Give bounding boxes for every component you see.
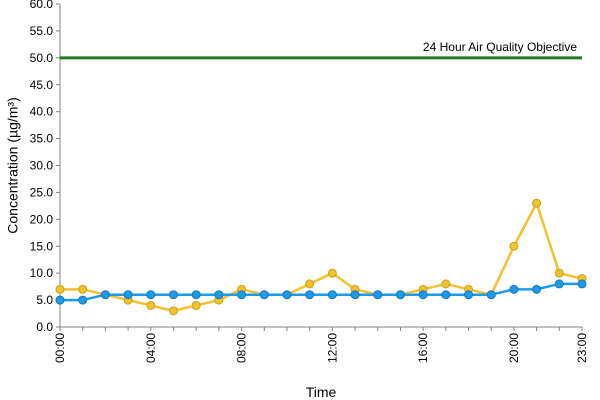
y-tick-label: 25.0	[30, 185, 54, 199]
y-tick-label: 10.0	[30, 266, 54, 280]
series-2-point	[554, 279, 564, 289]
y-tick-label: 50.0	[30, 51, 54, 65]
series-2-point	[305, 290, 315, 300]
y-tick-label: 45.0	[30, 78, 54, 92]
series-2-point	[486, 290, 496, 300]
series-2-point	[373, 290, 383, 300]
series-1-point	[78, 284, 88, 294]
x-axis-ticks: 00:00 04:00 08:00 12:00 16:00 20:00 23:00	[53, 327, 589, 363]
series-1-point	[168, 306, 178, 316]
x-tick-label: 00:00	[53, 333, 67, 363]
series-1-point	[146, 300, 156, 310]
series-2-point	[327, 290, 337, 300]
series-2-point	[350, 290, 360, 300]
series-2-point	[418, 290, 428, 300]
series-1-point	[441, 279, 451, 289]
series-2-point	[55, 295, 65, 305]
series-1-point	[191, 300, 201, 310]
series-2-point	[464, 290, 474, 300]
series-2-point	[509, 284, 519, 294]
series-2-point	[214, 290, 224, 300]
series-2-line	[60, 282, 582, 302]
series-2-point	[532, 284, 542, 294]
y-tick-label: 0.0	[36, 320, 53, 334]
x-tick-label: 20:00	[507, 333, 521, 363]
y-tick-label: 35.0	[30, 132, 54, 146]
y-tick-label: 55.0	[30, 24, 54, 38]
series-1-point	[532, 198, 542, 208]
series-2-point	[168, 290, 178, 300]
y-tick-label: 30.0	[30, 159, 54, 173]
series-2-point	[282, 290, 292, 300]
y-axis-title: Concentration (µg/m³)	[5, 97, 21, 233]
series-2-point	[191, 290, 201, 300]
series-1-point	[327, 268, 337, 278]
x-tick-label: 04:00	[144, 333, 158, 363]
series-1-point	[305, 279, 315, 289]
series-2-point	[441, 290, 451, 300]
series-1-point	[554, 268, 564, 278]
y-tick-label: 20.0	[30, 212, 54, 226]
y-tick-label: 15.0	[30, 239, 54, 253]
x-tick-label: 16:00	[416, 333, 430, 363]
series-2-point	[259, 290, 269, 300]
x-tick-label: 08:00	[235, 333, 249, 363]
series-2-point	[395, 290, 405, 300]
y-axis-ticks: 0.0 5.0 10.0 15.0 20.0 25.0 30.0 35.0 40.0 45.0 50…	[30, 0, 60, 334]
x-tick-label: 23:00	[575, 333, 589, 363]
series-2-point	[577, 279, 587, 289]
air-quality-objective-label: 24 Hour Air Quality Objective	[423, 40, 577, 54]
series-2-point	[146, 290, 156, 300]
series-1-point	[509, 241, 519, 251]
series-2-point	[123, 290, 133, 300]
series-2-point	[100, 290, 110, 300]
y-tick-label: 5.0	[36, 293, 53, 307]
y-tick-label: 40.0	[30, 105, 54, 119]
series-group	[55, 198, 587, 316]
y-tick-label: 60.0	[30, 0, 54, 11]
series-2-point	[237, 290, 247, 300]
series-1-point	[55, 284, 65, 294]
x-axis-title: Time	[306, 384, 337, 400]
x-tick-label: 12:00	[325, 333, 339, 363]
series-2-point	[78, 295, 88, 305]
